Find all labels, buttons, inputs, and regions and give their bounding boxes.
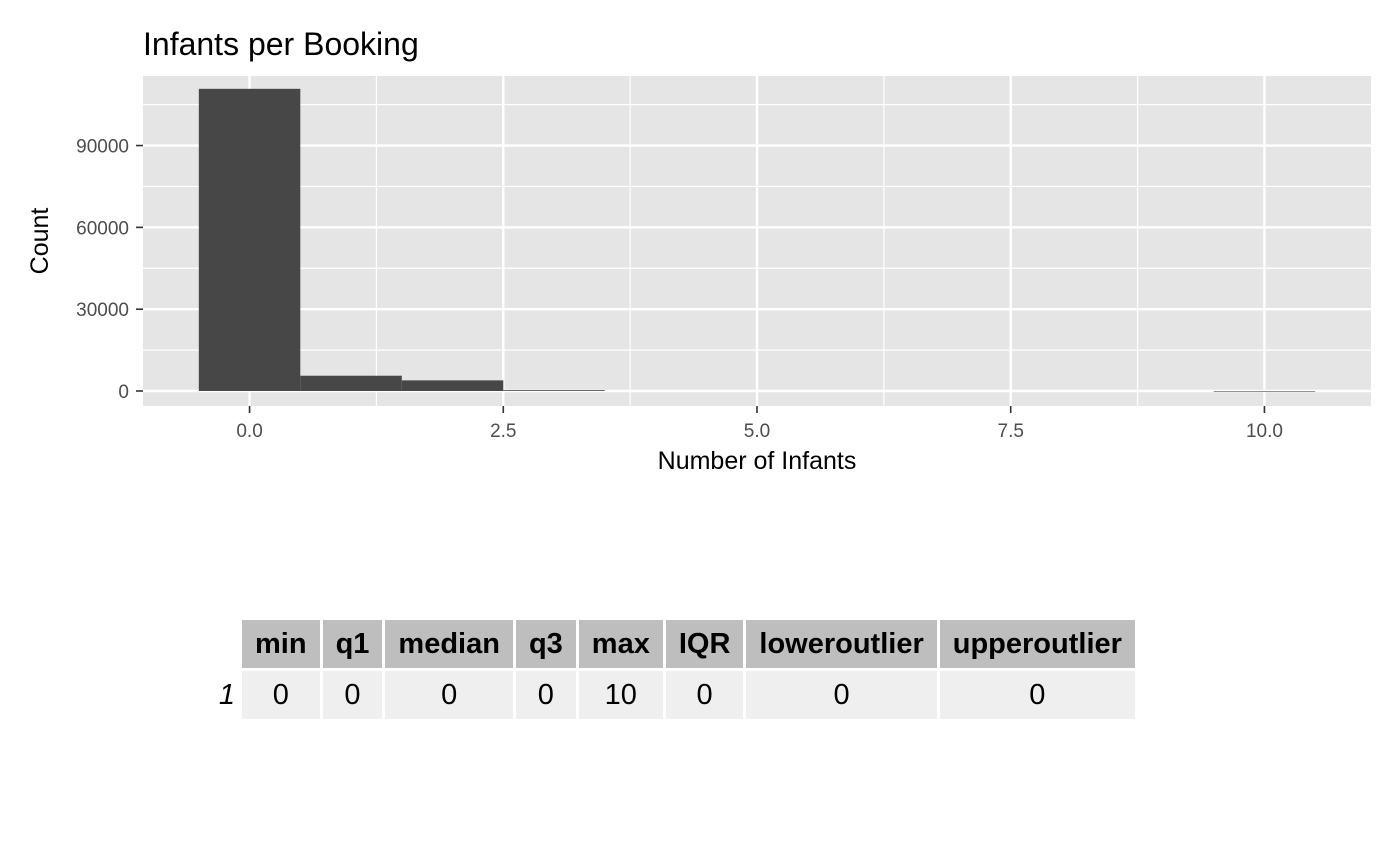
table-row: 1 0 0 0 0 10 0 0 0: [209, 671, 1135, 719]
axes: 0.0 2.5 5.0 7.5 10.0 0 30000 60000 90000: [76, 137, 1283, 442]
x-tick-label: 2.5: [490, 421, 516, 442]
histogram-bar: [1213, 390, 1316, 392]
column-header-loweroutlier: loweroutlier: [746, 620, 937, 668]
x-tick-label: 7.5: [998, 421, 1024, 442]
table-cell-q1: 0: [322, 671, 383, 719]
table-cell-iqr: 0: [665, 671, 744, 719]
histogram-bar: [198, 88, 301, 392]
table-header-row: min q1 median q3 max IQR loweroutlier up…: [209, 620, 1135, 668]
table-cell-q3: 0: [515, 671, 576, 719]
histogram-bar: [300, 375, 402, 391]
table-cell-loweroutlier: 0: [746, 671, 937, 719]
histogram-bar: [503, 390, 605, 391]
y-tick-label: 30000: [76, 300, 129, 321]
summary-stats-table: min q1 median q3 max IQR loweroutlier up…: [206, 617, 1138, 722]
column-header-min: min: [242, 620, 320, 668]
x-tick-label: 5.0: [744, 421, 770, 442]
table-cell-median: 0: [385, 671, 513, 719]
row-name: 1: [218, 678, 235, 711]
y-axis-title: Count: [26, 208, 54, 275]
table-corner-cell: [209, 620, 239, 668]
histogram-bars: [198, 88, 1316, 392]
table-cell-min: 0: [242, 671, 320, 719]
histogram-chart: Infants per Booking 0.0 2.5 5.0 7.5 10.0 0 300…: [26, 26, 1371, 475]
column-header-iqr: IQR: [665, 620, 744, 668]
chart-title: Infants per Booking: [143, 26, 419, 62]
column-header-q3: q3: [515, 620, 576, 668]
column-header-upperoutlier: upperoutlier: [939, 620, 1135, 668]
histogram-bar: [401, 380, 504, 391]
table-cell-upperoutlier: 0: [939, 671, 1135, 719]
x-tick-label: 10.0: [1246, 421, 1283, 442]
column-header-q1: q1: [322, 620, 383, 668]
y-tick-label: 90000: [76, 137, 129, 158]
y-tick-label: 0: [118, 382, 129, 403]
x-axis-title: Number of Infants: [658, 447, 857, 475]
column-header-max: max: [578, 620, 663, 668]
table-cell-max: 10: [578, 671, 663, 719]
column-header-median: median: [385, 620, 513, 668]
x-tick-label: 0.0: [236, 421, 262, 442]
y-tick-label: 60000: [76, 218, 129, 239]
